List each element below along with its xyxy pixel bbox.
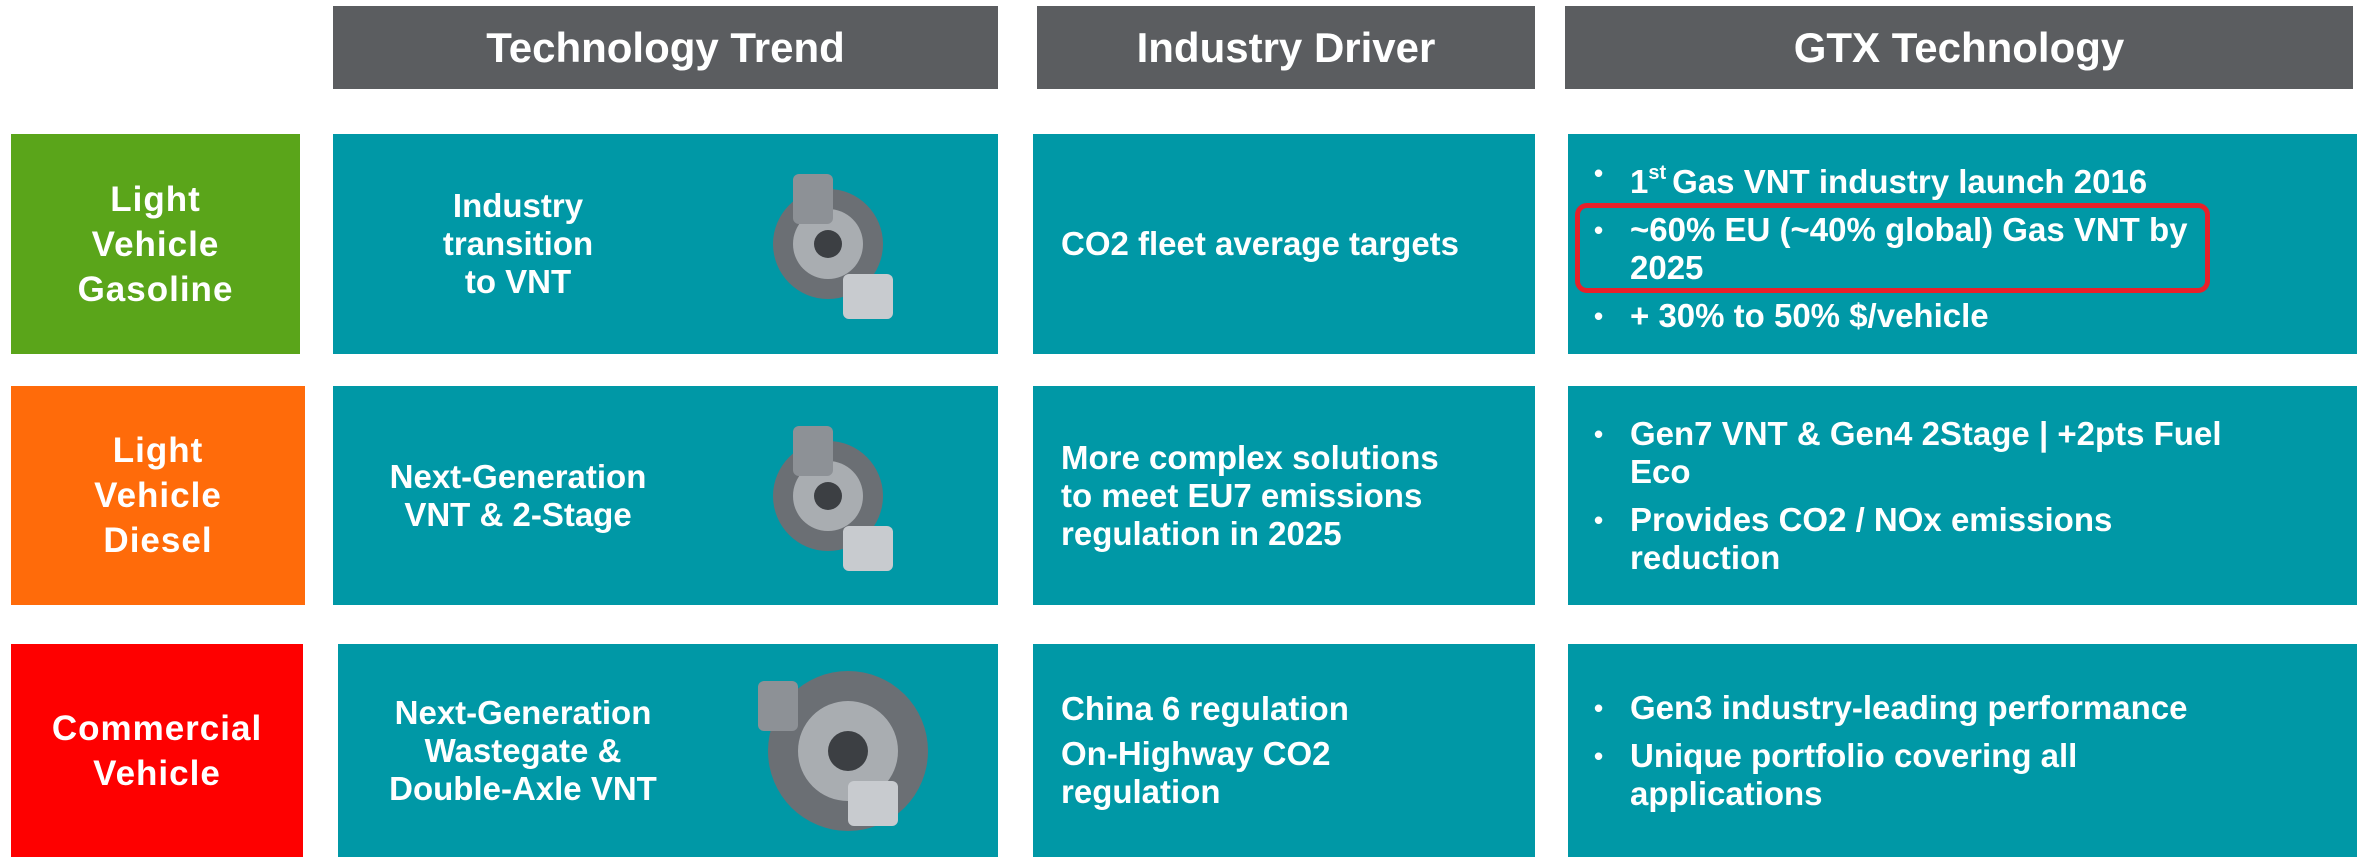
gtx-bullet: Gen3 industry-leading performance <box>1594 688 2188 727</box>
bullet-line: Provides CO2 / NOx emissions <box>1630 500 2113 538</box>
driver-line: regulation <box>1061 773 1221 810</box>
column-header: Industry Driver <box>1037 6 1535 89</box>
segment-text: Light Vehicle Gasoline <box>78 177 234 312</box>
driver-line: regulation in 2025 <box>1061 514 1342 552</box>
bullet-line: Gen3 industry-leading performance <box>1630 688 2188 726</box>
segment-line: Light <box>110 179 201 219</box>
turbo-image <box>758 670 928 831</box>
gtx-bullet: + 30% to 50% $/vehicle <box>1594 296 2188 335</box>
gtx-bullet: Unique portfolio covering allapplication… <box>1594 736 2187 813</box>
column-header-text: Technology Trend <box>486 23 845 71</box>
driver-line: More complex solutions <box>1061 438 1439 476</box>
trend-line: Next-Generation <box>394 693 652 731</box>
driver-text: CO2 fleet average targets <box>1061 218 1459 270</box>
bullet-superscript: st <box>1648 161 1667 184</box>
bullet-line: reduction <box>1630 538 1781 576</box>
bullet-prefix: 1 <box>1630 162 1649 200</box>
segment-line: Diesel <box>103 521 213 560</box>
segment-line: Light <box>112 431 204 470</box>
segment-line: Vehicle <box>94 476 222 515</box>
driver-text: China 6 regulation On-Highway CO2 regulati… <box>1061 683 1349 818</box>
column-header-text: GTX Technology <box>1793 23 2125 71</box>
driver-line: On-Highway CO2 <box>1061 735 1331 772</box>
driver-line: to meet EU7 emissions <box>1061 476 1423 514</box>
turbo-image <box>773 425 893 571</box>
bullet-line: ~60% EU (~40% global) Gas VNT by <box>1630 210 2188 248</box>
segment-line: Vehicle <box>93 753 221 793</box>
segment-label: Light Vehicle Gasoline <box>11 134 300 354</box>
segment-line: Gasoline <box>77 269 234 309</box>
trend-line: Wastegate & <box>424 731 622 769</box>
trend-text: Industry transition to VNT <box>343 187 693 301</box>
bullet-line: Gen7 VNT & Gen4 2Stage | +2pts Fuel <box>1630 414 2222 452</box>
driver-cell: More complex solutions to meet EU7 emissi… <box>1033 386 1535 605</box>
driver-cell: CO2 fleet average targets <box>1033 134 1535 354</box>
driver-paragraph: China 6 regulation <box>1061 690 1349 728</box>
trend-line: Double-Axle VNT <box>389 769 657 807</box>
segment-text: Commercial Vehicle <box>52 706 262 796</box>
trend-line: Next-Generation <box>389 457 647 495</box>
gtx-cell: Gen3 industry-leading performance Unique … <box>1568 644 2357 857</box>
trend-text: Next-Generation Wastegate & Double-Axle VN… <box>348 694 698 808</box>
gtx-bullets: Gen3 industry-leading performance Unique … <box>1568 679 2187 823</box>
driver-line: CO2 fleet average targets <box>1061 225 1460 262</box>
trend-line: to VNT <box>464 263 572 300</box>
segment-line: Commercial <box>51 708 263 748</box>
segment-line: Vehicle <box>91 224 220 264</box>
bullet-line: Eco <box>1630 452 1691 490</box>
segment-label: Commercial Vehicle <box>11 644 303 857</box>
driver-text: More complex solutions to meet EU7 emissi… <box>1061 432 1439 560</box>
driver-paragraph: More complex solutions to meet EU7 emissi… <box>1061 439 1439 553</box>
trend-cell: Next-Generation Wastegate & Double-Axle VN… <box>338 644 998 857</box>
driver-cell: China 6 regulation On-Highway CO2 regulati… <box>1033 644 1535 857</box>
bullet-line: + 30% to 50% $/vehicle <box>1630 296 1989 334</box>
driver-paragraph: CO2 fleet average targets <box>1061 225 1459 263</box>
column-header-text: Industry Driver <box>1136 23 1436 71</box>
trend-line: transition <box>442 225 594 262</box>
bullet-line: applications <box>1630 774 1823 812</box>
trend-line: Industry <box>452 187 584 224</box>
trend-line: VNT & 2-Stage <box>404 495 632 533</box>
bullet-line: Gas VNT industry launch 2016 <box>1672 162 2148 200</box>
trend-text: Next-Generation VNT & 2-Stage <box>343 458 693 534</box>
trend-cell: Industry transition to VNT <box>333 134 998 354</box>
segment-text: Light Vehicle Diesel <box>94 428 222 563</box>
turbo-image <box>733 406 933 594</box>
column-header: GTX Technology <box>1565 6 2353 89</box>
bullet-line: 2025 <box>1630 248 1704 286</box>
trend-cell: Next-Generation VNT & 2-Stage <box>333 386 998 605</box>
turbo-image <box>733 154 933 342</box>
turbo-image <box>773 174 893 319</box>
driver-paragraph: On-Highway CO2 regulation <box>1061 735 1349 811</box>
column-header: Technology Trend <box>333 6 998 89</box>
segment-label: Light Vehicle Diesel <box>11 386 305 605</box>
driver-line: China 6 regulation <box>1061 690 1349 727</box>
turbo-image <box>738 661 938 849</box>
bullet-line: Unique portfolio covering all <box>1630 736 2078 774</box>
